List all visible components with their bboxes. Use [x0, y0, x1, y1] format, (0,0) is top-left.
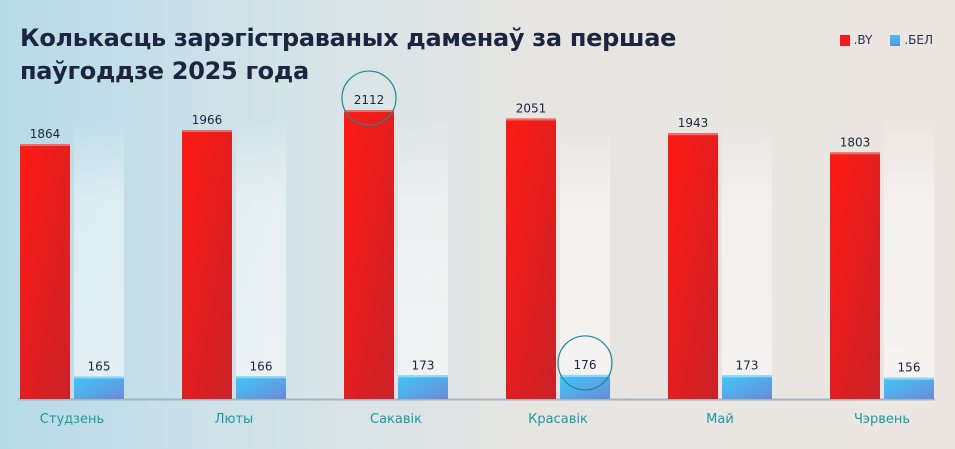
bar-top-edge [884, 377, 934, 380]
legend-item-by: .BY [839, 33, 873, 47]
bar-top-edge [830, 152, 880, 155]
bar-bel [398, 375, 448, 399]
legend-label-bel: .БЕЛ [904, 33, 933, 47]
chart-title: Колькасць зарэгістраваных даменаў за пер… [20, 24, 677, 85]
bar-track [236, 118, 286, 399]
bar-bel [236, 376, 286, 399]
bar-track [560, 118, 610, 399]
data-label: 156 [898, 361, 921, 375]
bar-top-edge [182, 130, 232, 133]
bar-bel [74, 376, 124, 399]
bar-top-edge [668, 133, 718, 136]
bar-bel [722, 375, 772, 399]
bar-track [74, 118, 124, 399]
data-label: 176 [574, 358, 597, 372]
data-label: 1943 [678, 116, 709, 130]
bar-top-edge [20, 144, 70, 147]
x-tick-label: Люты [215, 412, 254, 427]
x-tick-label: Сакавік [370, 412, 422, 427]
bar-top-edge [236, 376, 286, 379]
legend-item-bel: .БЕЛ [890, 33, 933, 47]
x-tick-label: Чэрвень [854, 412, 910, 427]
bar-top-edge [398, 375, 448, 378]
bar-by [344, 110, 394, 399]
x-tick-label: Студзень [40, 412, 104, 427]
bar-track [398, 118, 448, 399]
legend-swatch-by [839, 34, 850, 46]
data-label: 165 [88, 359, 111, 373]
data-label: 1864 [30, 127, 61, 141]
x-tick-label: Май [706, 412, 734, 427]
legend-label-by: .BY [853, 33, 873, 47]
data-label: 2051 [516, 101, 547, 115]
bar-track [722, 118, 772, 399]
bar-top-edge [74, 376, 124, 379]
legend: .BY .БЕЛ [839, 33, 933, 47]
bar-top-edge [560, 374, 610, 377]
bar-bel [560, 374, 610, 399]
highlight-circle [557, 335, 613, 391]
bar-top-edge [344, 110, 394, 113]
data-label: 1803 [840, 135, 871, 149]
bar-top-edge [722, 375, 772, 378]
data-label: 166 [250, 359, 273, 373]
bar-by [668, 133, 718, 399]
bar-by [830, 152, 880, 399]
data-label: 1966 [192, 113, 223, 127]
legend-swatch-bel [890, 34, 901, 46]
data-label: 2112 [354, 93, 385, 107]
bar-by [20, 144, 70, 399]
x-tick-label: Красавік [528, 412, 588, 427]
bar-track [884, 118, 934, 399]
bar-by [182, 130, 232, 399]
bar-bel [884, 377, 934, 399]
bar-by [506, 118, 556, 399]
data-label: 173 [736, 358, 759, 372]
highlight-circle [341, 70, 397, 126]
bar-top-edge [506, 118, 556, 121]
data-label: 173 [412, 358, 435, 372]
